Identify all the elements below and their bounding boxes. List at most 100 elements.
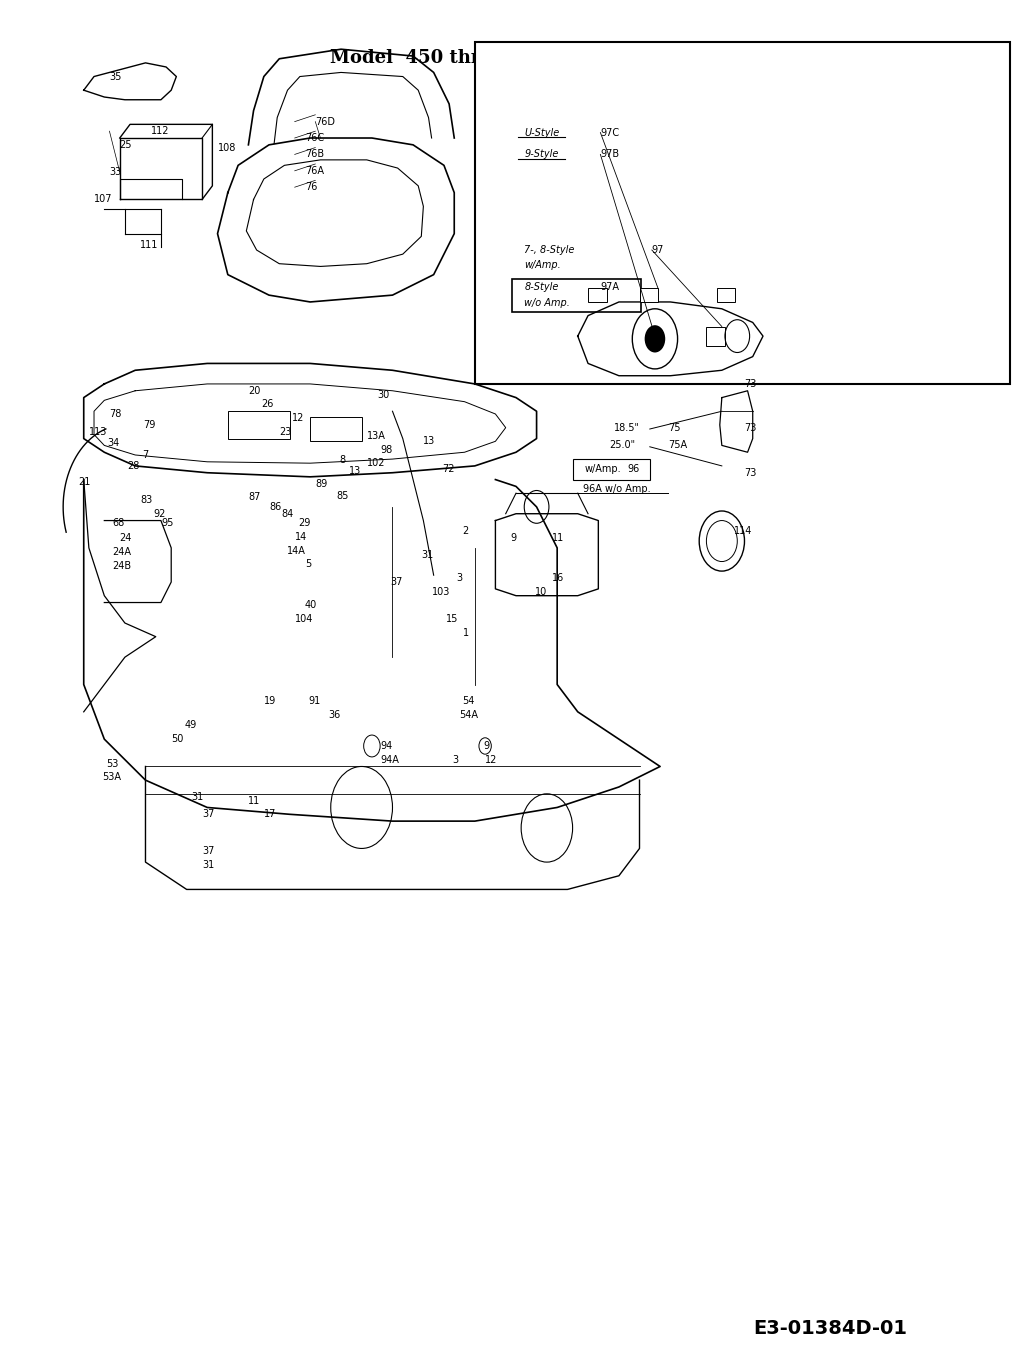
Text: 76: 76 [305, 182, 318, 192]
Text: 108: 108 [218, 142, 236, 152]
Text: E3-01384D-01: E3-01384D-01 [753, 1318, 907, 1338]
Text: 114: 114 [734, 527, 752, 537]
Text: 76D: 76D [316, 116, 335, 126]
Text: 96A w/o Amp.: 96A w/o Amp. [583, 485, 650, 494]
Text: 107: 107 [94, 194, 112, 204]
Text: 30: 30 [377, 390, 389, 400]
Text: 3: 3 [452, 754, 458, 765]
Text: 14: 14 [295, 533, 307, 542]
Text: 76C: 76C [305, 133, 324, 142]
Text: w/o Amp.: w/o Amp. [524, 298, 570, 308]
Text: 13: 13 [423, 437, 436, 446]
Text: 76B: 76B [305, 149, 324, 159]
Text: 31: 31 [192, 791, 204, 801]
Text: 95: 95 [161, 519, 173, 528]
Text: 17: 17 [264, 809, 277, 819]
Text: 97A: 97A [601, 282, 619, 292]
Text: w/Amp.: w/Amp. [585, 464, 621, 474]
Text: 20: 20 [249, 386, 261, 396]
Text: 9: 9 [483, 741, 489, 752]
Bar [512, 279, 641, 312]
Bar [573, 459, 650, 479]
Text: 25: 25 [120, 140, 132, 149]
Text: 72: 72 [442, 464, 454, 474]
Text: 19: 19 [264, 695, 277, 706]
Text: 112: 112 [151, 126, 169, 136]
Text: 9-Style: 9-Style [524, 149, 558, 159]
Text: 26: 26 [261, 400, 273, 409]
Bar [475, 42, 1010, 383]
Text: 31: 31 [421, 550, 433, 560]
Text: 37: 37 [390, 576, 402, 587]
Text: 7-, 8-Style: 7-, 8-Style [524, 245, 575, 255]
Text: 73: 73 [744, 379, 756, 389]
Text: 40: 40 [305, 600, 317, 611]
Text: 24A: 24A [112, 548, 131, 557]
Text: 54: 54 [462, 695, 475, 706]
Bar [228, 411, 290, 438]
Text: 37: 37 [202, 809, 215, 819]
Text: 53A: 53A [102, 772, 121, 783]
Text: 97: 97 [652, 245, 665, 255]
Text: 8-Style: 8-Style [524, 282, 558, 292]
Text: 12: 12 [292, 413, 304, 423]
Text: 75: 75 [669, 423, 681, 433]
Text: 7: 7 [142, 450, 149, 460]
Text: 49: 49 [185, 720, 197, 731]
Text: 33: 33 [109, 167, 122, 177]
Text: 24: 24 [120, 534, 132, 543]
Text: 11: 11 [552, 534, 565, 543]
Text: 87: 87 [249, 493, 261, 502]
Text: 53: 53 [106, 758, 119, 769]
Text: 10: 10 [535, 586, 547, 597]
Text: 24B: 24B [112, 561, 132, 571]
Text: 29: 29 [298, 519, 311, 528]
Text: 25.0": 25.0" [610, 441, 636, 450]
Text: 86: 86 [269, 502, 282, 512]
Text: 84: 84 [282, 509, 293, 519]
Text: 79: 79 [143, 420, 156, 430]
Text: 73: 73 [744, 423, 756, 433]
Text: 15: 15 [446, 613, 458, 624]
Bar [311, 416, 361, 441]
Bar [640, 289, 658, 303]
Text: 92: 92 [154, 509, 166, 519]
Text: 2: 2 [462, 527, 469, 537]
Text: 50: 50 [171, 734, 184, 745]
Text: 37: 37 [202, 846, 215, 856]
Text: 97B: 97B [601, 149, 619, 159]
Text: 102: 102 [366, 459, 385, 468]
Bar [588, 289, 607, 303]
Text: 12: 12 [485, 754, 497, 765]
Text: 89: 89 [316, 479, 327, 489]
Text: 103: 103 [431, 586, 450, 597]
Text: 28: 28 [127, 461, 139, 471]
Text: 5: 5 [305, 560, 312, 570]
Text: 76A: 76A [305, 166, 324, 175]
Text: 97C: 97C [601, 127, 619, 137]
Text: 54A: 54A [459, 709, 479, 720]
Text: 91: 91 [309, 695, 320, 706]
Circle shape [645, 326, 666, 352]
Text: 1: 1 [462, 627, 469, 638]
Text: U-Style: U-Style [524, 127, 559, 137]
Text: 23: 23 [280, 427, 292, 437]
Text: 35: 35 [109, 71, 122, 82]
Text: 16: 16 [552, 574, 565, 583]
Text: 14A: 14A [287, 546, 305, 556]
Text: 96: 96 [627, 464, 640, 474]
Text: 11: 11 [249, 795, 261, 805]
Text: 83: 83 [140, 496, 153, 505]
Text: 111: 111 [140, 240, 159, 249]
Text: 34: 34 [107, 438, 120, 448]
Bar [707, 327, 724, 346]
Text: 73: 73 [744, 468, 756, 478]
Text: 8: 8 [338, 456, 345, 465]
Text: 36: 36 [328, 709, 341, 720]
Text: 94A: 94A [380, 754, 399, 765]
Text: 21: 21 [78, 478, 91, 487]
Text: 3: 3 [456, 574, 462, 583]
Text: w/Amp.: w/Amp. [524, 260, 561, 270]
Bar [716, 289, 735, 303]
Text: 31: 31 [202, 860, 215, 869]
